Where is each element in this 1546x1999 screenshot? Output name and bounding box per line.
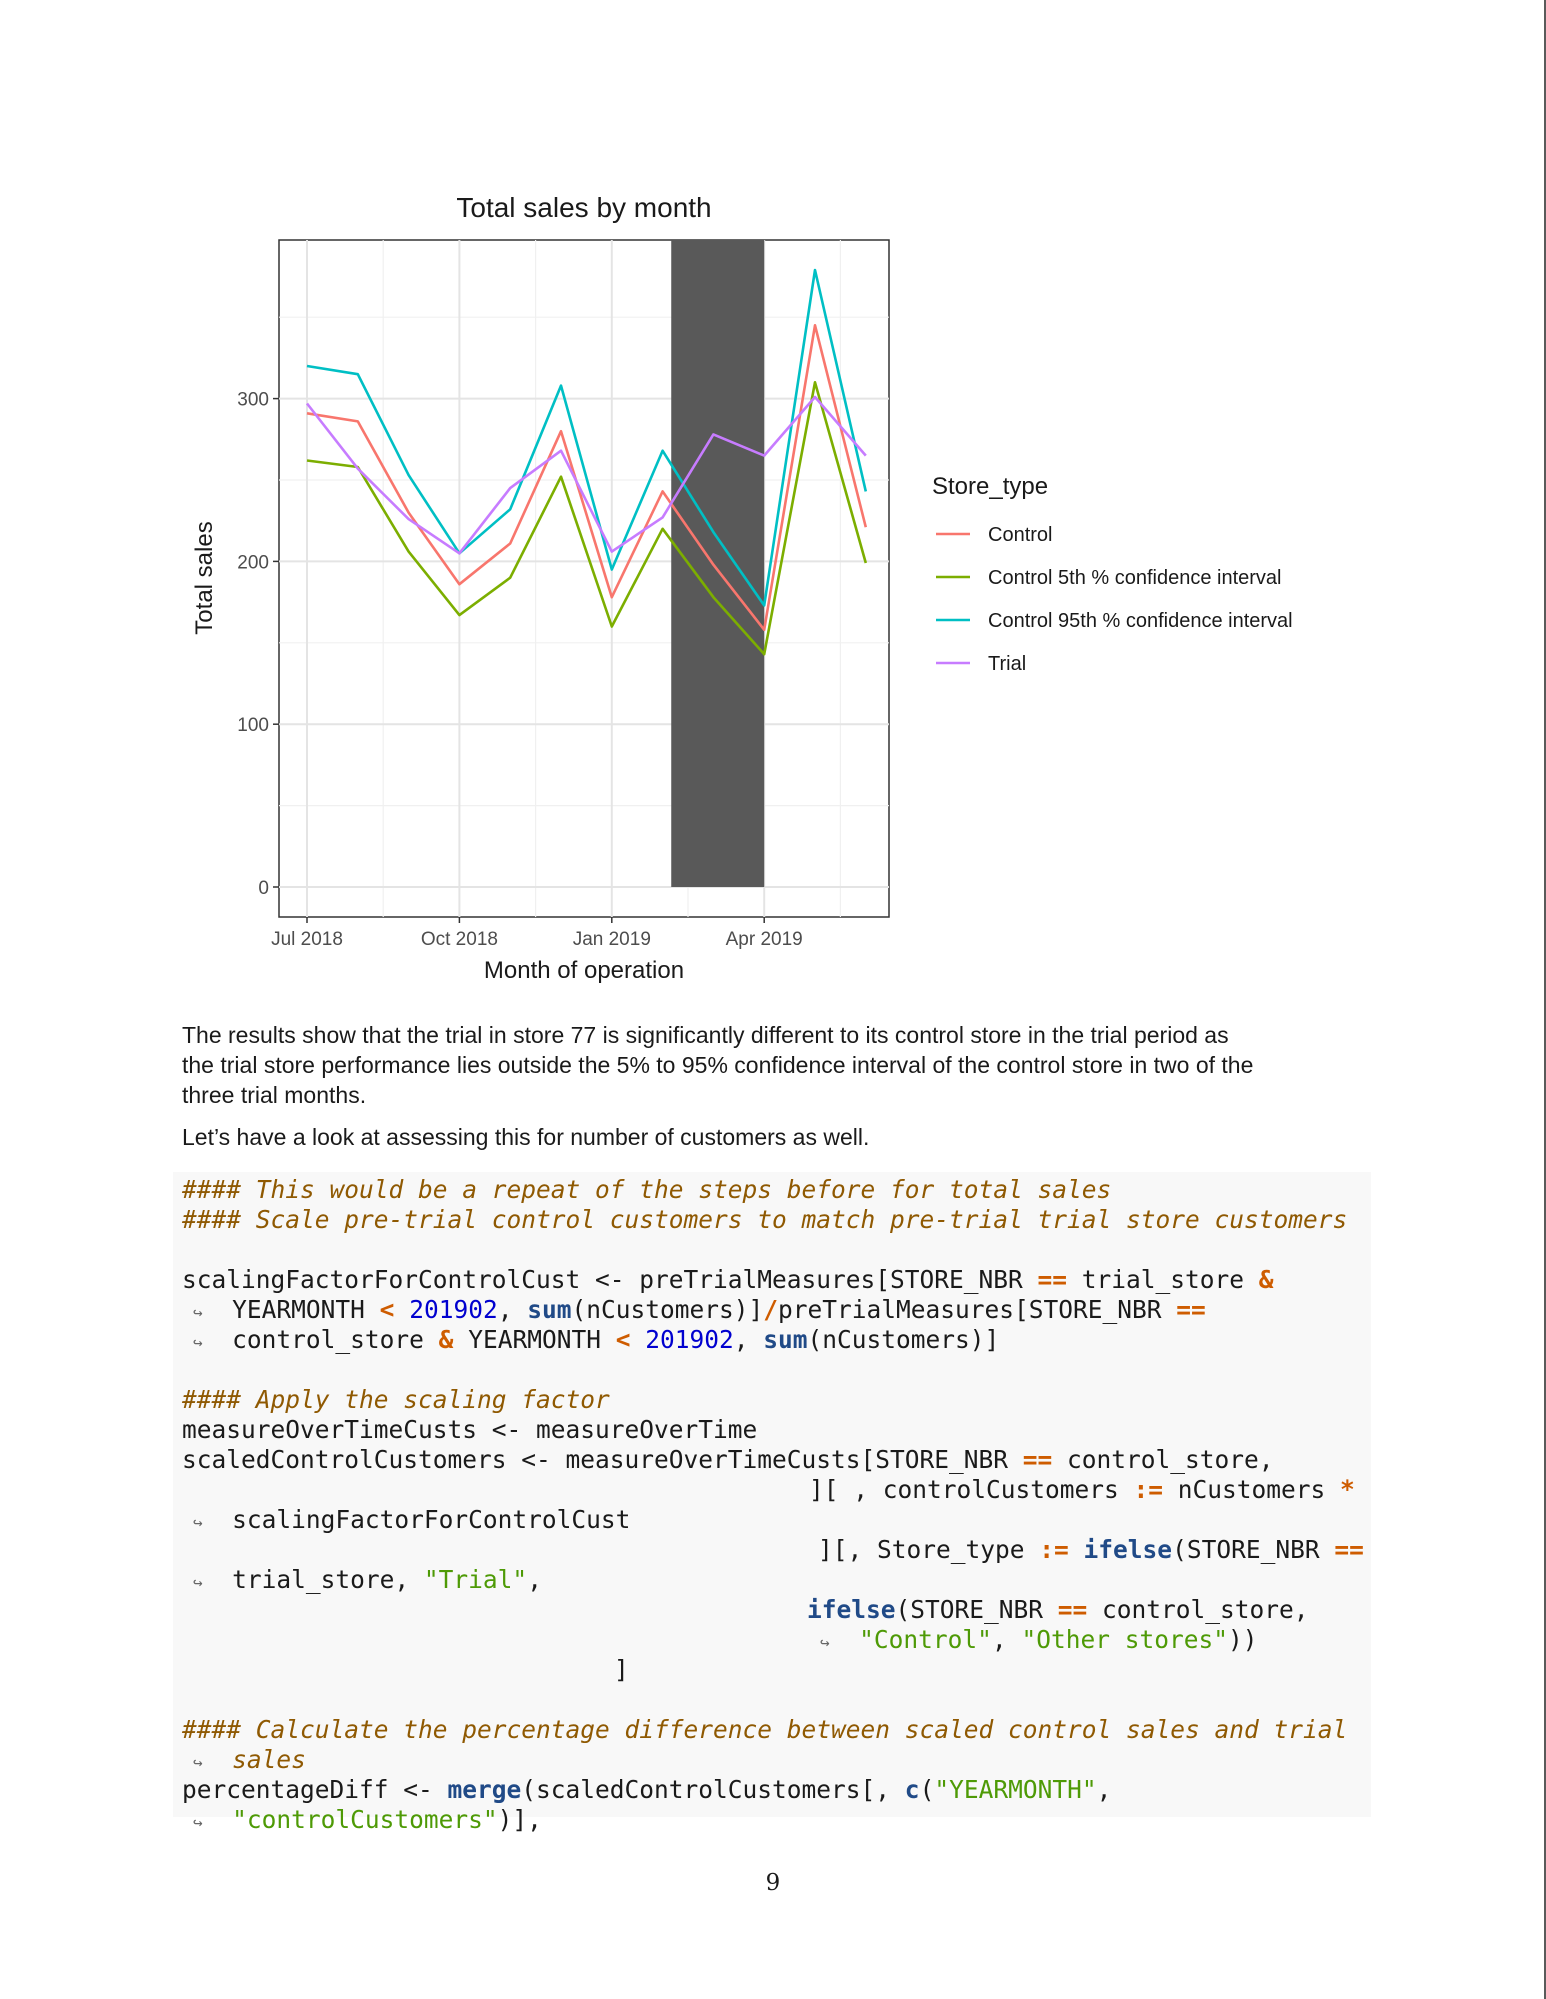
code-block: #### This would be a repeat of the steps…: [173, 1172, 1371, 1834]
plot-panel: [278, 239, 890, 918]
customers-paragraph: Let’s have a look at assessing this for …: [182, 1124, 870, 1150]
code-line-scaling-factor-cont-1: ↪ YEARMONTH < 201902, sum(nCustomers)]/p…: [193, 1295, 1206, 1324]
y-tick-label: 200: [237, 552, 269, 573]
results-line-2: the trial store performance lies outside…: [182, 1052, 1254, 1078]
code-line-percentage-diff-cont: ↪ "controlCustomers")],: [193, 1805, 542, 1834]
x-tick-label: Jul 2018: [271, 929, 343, 950]
code-line-store-type-cont: ↪ trial_store, "Trial",: [193, 1565, 542, 1594]
x-tick-label: Apr 2019: [726, 929, 803, 950]
series-line-2: [306, 381, 868, 656]
code-line-measure: measureOverTimeCusts <- measureOverTime: [182, 1415, 758, 1444]
code-line-close-bracket: ]: [614, 1655, 629, 1684]
legend-title: Store_type: [932, 473, 1048, 500]
results-line-3: three trial months.: [182, 1082, 367, 1108]
code-comment-apply: #### Apply the scaling factor: [182, 1385, 610, 1414]
page-number: 9: [765, 1870, 781, 1896]
legend-label-2: Control 5th % confidence interval: [988, 567, 1282, 589]
legend-label-4: Trial: [988, 653, 1026, 675]
code-line-scaled-control: scaledControlCustomers <- measureOverTim…: [182, 1445, 1274, 1474]
code-comment-repeat: #### This would be a repeat of the steps…: [182, 1175, 1112, 1204]
x-tick-label: Oct 2018: [421, 929, 498, 950]
chart-title: Total sales by month: [456, 192, 711, 223]
code-comment-scale: #### Scale pre-trial control customers t…: [182, 1205, 1348, 1234]
code-line-control-customers: ][ , controlCustomers := nCustomers *: [809, 1475, 1355, 1504]
chart-svg: 0 100 200 300 Jul 2018 Oct 2018 Jan 2019 Apr 20…: [191, 192, 1293, 984]
y-tick-label: 0: [258, 878, 269, 899]
code-line-scaling-factor-cont-2: ↪ control_store & YEARMONTH < 201902, su…: [193, 1325, 1000, 1354]
page-edge-rule: [1544, 0, 1546, 1999]
x-tick-label: Jan 2019: [573, 929, 651, 950]
y-axis-title: Total sales: [191, 521, 218, 634]
code-line-ifelse-control-cont: ↪ "Control", "Other stores")): [820, 1625, 1258, 1654]
x-axis-title: Month of operation: [484, 957, 684, 984]
results-line-1: The results show that the trial in store…: [182, 1022, 1229, 1048]
y-tick-label: 100: [237, 715, 269, 736]
series-line-1: [306, 324, 868, 632]
results-paragraph: The results show that the trial in store…: [182, 1020, 1372, 1110]
series-line-3: [306, 268, 868, 607]
code-line-control-customers-cont: ↪ scalingFactorForControlCust: [193, 1505, 631, 1534]
y-tick-label: 300: [237, 390, 269, 411]
total-sales-chart: 0 100 200 300 Jul 2018 Oct 2018 Jan 2019 Apr 20…: [170, 170, 1370, 990]
legend-label-3: Control 95th % confidence interval: [988, 610, 1293, 632]
code-comment-percentage-cont: ↪ sales: [193, 1745, 306, 1774]
series-line-4: [305, 395, 867, 555]
code-line-ifelse-control: ifelse(STORE_NBR == control_store,: [807, 1595, 1309, 1624]
legend-label-1: Control: [988, 524, 1052, 546]
code-comment-percentage: #### Calculate the percentage difference…: [182, 1715, 1348, 1744]
trial-period-shading: [671, 240, 765, 887]
code-line-percentage-diff: percentageDiff <- merge(scaledControlCus…: [182, 1775, 1112, 1804]
code-line-scaling-factor: scalingFactorForControlCust <- preTrialM…: [182, 1265, 1274, 1294]
code-line-store-type: ][, Store_type := ifelse(STORE_NBR ==: [818, 1535, 1364, 1564]
